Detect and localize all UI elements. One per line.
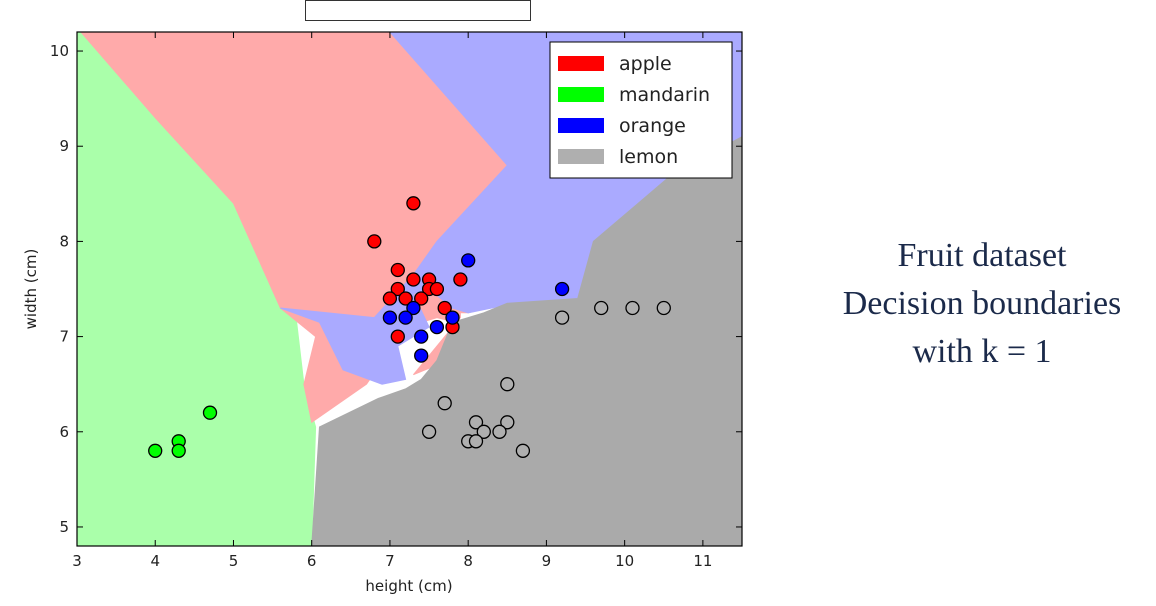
point-lemon xyxy=(468,434,484,449)
plot-frame xyxy=(76,31,743,547)
legend-swatch-mandarin xyxy=(558,87,604,102)
point-lemon xyxy=(437,396,452,411)
y-axis-label: width (cm) xyxy=(22,249,40,330)
point-orange xyxy=(445,310,460,325)
y-tick-label: 6 xyxy=(59,423,69,441)
point-apple xyxy=(406,196,421,211)
point-apple xyxy=(414,291,429,306)
x-tick-label: 5 xyxy=(229,552,239,570)
y-tick-label: 8 xyxy=(59,232,69,250)
point-lemon xyxy=(492,424,507,439)
point-orange xyxy=(429,319,445,335)
point-apple xyxy=(390,262,405,278)
point-apple xyxy=(382,291,398,306)
point-apple xyxy=(367,234,382,249)
point-apple xyxy=(453,272,468,287)
point-lemon xyxy=(468,415,484,430)
point-apple xyxy=(429,281,445,297)
legend-swatch-orange xyxy=(558,118,604,133)
legend-label-orange: orange xyxy=(619,115,686,137)
data-points xyxy=(148,196,671,458)
y-tick-label: 9 xyxy=(59,137,69,155)
x-tick-label: 3 xyxy=(72,552,82,570)
chart-title-box xyxy=(305,0,531,21)
x-tick-label: 8 xyxy=(463,552,473,570)
point-lemon xyxy=(515,443,531,458)
x-tick-label: 9 xyxy=(542,552,552,570)
y-tick-label: 7 xyxy=(59,328,69,346)
legend-label-mandarin: mandarin xyxy=(619,84,710,106)
point-orange xyxy=(414,329,429,344)
point-lemon xyxy=(656,300,671,316)
point-orange xyxy=(406,300,421,316)
point-orange xyxy=(554,281,570,297)
legend-label-lemon: lemon xyxy=(619,146,678,168)
y-tick-label: 5 xyxy=(59,518,69,536)
legend-label-apple: apple xyxy=(619,53,672,75)
side-caption: Fruit dataset Decision boundaries with k… xyxy=(812,232,1152,376)
point-orange xyxy=(382,310,398,325)
legend-swatch-apple xyxy=(558,56,604,71)
point-lemon xyxy=(500,377,515,392)
legend: apple mandarin orange lemon xyxy=(549,41,733,179)
y-axis-ticks: 5 6 7 8 9 10 xyxy=(50,42,742,536)
point-lemon xyxy=(421,424,437,439)
x-axis-label: height (cm) xyxy=(365,577,452,595)
point-apple xyxy=(390,281,405,297)
point-lemon xyxy=(500,415,515,430)
x-tick-label: 11 xyxy=(693,552,712,570)
decision-regions xyxy=(77,32,742,546)
point-orange xyxy=(461,253,476,268)
x-axis-ticks: 3 4 5 6 7 8 9 10 11 xyxy=(72,32,712,570)
caption-line-2: Decision boundaries xyxy=(842,285,1122,322)
x-tick-label: 7 xyxy=(385,552,395,570)
point-apple xyxy=(406,272,421,287)
point-apple xyxy=(398,291,413,306)
y-tick-label: 10 xyxy=(50,42,69,60)
caption-line-1: Fruit dataset xyxy=(897,237,1067,274)
caption-line-3: with k = 1 xyxy=(912,333,1052,370)
point-lemon xyxy=(625,300,640,316)
point-orange xyxy=(398,310,413,325)
x-tick-label: 10 xyxy=(615,552,634,570)
point-orange xyxy=(414,348,429,363)
point-mandarin xyxy=(202,405,218,420)
legend-swatch-lemon xyxy=(558,149,604,164)
point-apple xyxy=(390,329,405,344)
point-mandarin xyxy=(148,443,163,458)
x-tick-label: 6 xyxy=(307,552,317,570)
point-lemon xyxy=(554,310,570,325)
point-mandarin xyxy=(171,443,186,458)
x-tick-label: 4 xyxy=(150,552,160,570)
point-lemon xyxy=(594,300,609,316)
point-apple xyxy=(437,300,452,316)
point-lemon xyxy=(476,424,491,439)
